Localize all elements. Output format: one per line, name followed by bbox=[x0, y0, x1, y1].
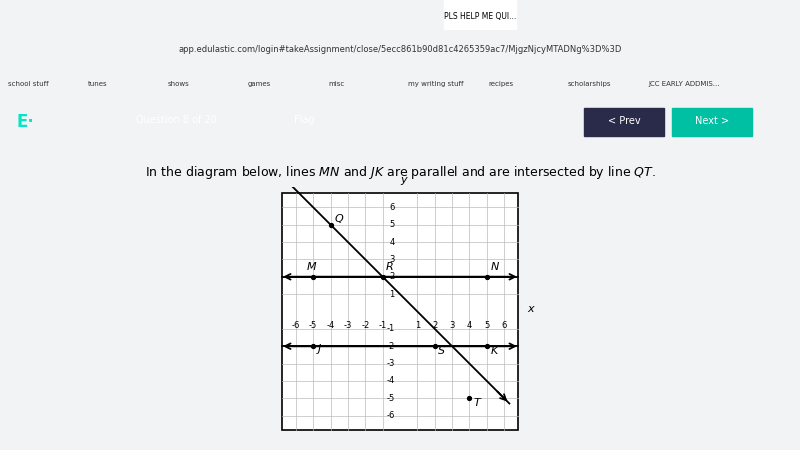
Text: E·: E· bbox=[16, 113, 34, 131]
Text: -3: -3 bbox=[386, 359, 394, 368]
Text: 1: 1 bbox=[414, 321, 420, 330]
Text: $\it{R}$: $\it{R}$ bbox=[386, 261, 394, 272]
Text: 2: 2 bbox=[390, 272, 394, 281]
Text: -3: -3 bbox=[344, 321, 352, 330]
Text: $\it{J}$: $\it{J}$ bbox=[316, 342, 322, 356]
Text: 4: 4 bbox=[467, 321, 472, 330]
Text: recipes: recipes bbox=[488, 81, 513, 87]
Bar bbox=[584, 108, 664, 136]
Text: 2: 2 bbox=[432, 321, 438, 330]
Text: $x$: $x$ bbox=[527, 304, 537, 314]
Text: Question 8 of 20: Question 8 of 20 bbox=[135, 115, 217, 125]
Text: 6: 6 bbox=[502, 321, 507, 330]
Bar bbox=[444, 0, 516, 30]
Text: tunes: tunes bbox=[88, 81, 108, 87]
Text: -1: -1 bbox=[378, 321, 386, 330]
Text: -4: -4 bbox=[386, 377, 394, 386]
Text: In the diagram below, lines $MN$ and $JK$ are parallel and are intersected by li: In the diagram below, lines $MN$ and $JK… bbox=[145, 164, 655, 181]
Text: -6: -6 bbox=[386, 411, 394, 420]
Text: JCC EARLY ADDMIS...: JCC EARLY ADDMIS... bbox=[648, 81, 719, 87]
Text: scholarships: scholarships bbox=[568, 81, 611, 87]
Text: 1: 1 bbox=[390, 290, 394, 299]
Text: -1: -1 bbox=[386, 324, 394, 333]
Text: PLS HELP ME QUI...: PLS HELP ME QUI... bbox=[444, 12, 516, 21]
Text: school stuff: school stuff bbox=[8, 81, 49, 87]
Text: 6: 6 bbox=[390, 203, 394, 212]
Text: 5: 5 bbox=[484, 321, 490, 330]
Text: 3: 3 bbox=[390, 255, 394, 264]
Text: 5: 5 bbox=[390, 220, 394, 229]
Text: games: games bbox=[248, 81, 271, 87]
Text: 4: 4 bbox=[390, 238, 394, 247]
Text: misc: misc bbox=[328, 81, 344, 87]
Text: < Prev: < Prev bbox=[608, 116, 640, 126]
Text: -2: -2 bbox=[386, 342, 394, 351]
Text: $\it{M}$: $\it{M}$ bbox=[306, 261, 318, 272]
Text: -5: -5 bbox=[386, 394, 394, 403]
Text: shows: shows bbox=[168, 81, 190, 87]
Text: Next >: Next > bbox=[695, 116, 729, 126]
Text: -4: -4 bbox=[326, 321, 334, 330]
Bar bbox=[672, 108, 752, 136]
Text: $\it{K}$: $\it{K}$ bbox=[490, 344, 500, 356]
Text: $\it{T}$: $\it{T}$ bbox=[473, 396, 482, 408]
Text: -6: -6 bbox=[292, 321, 300, 330]
Text: $\it{Q}$: $\it{Q}$ bbox=[334, 212, 344, 225]
Text: my writing stuff: my writing stuff bbox=[408, 81, 463, 87]
Text: 3: 3 bbox=[450, 321, 454, 330]
Text: -2: -2 bbox=[361, 321, 370, 330]
Text: $y$: $y$ bbox=[400, 176, 409, 187]
Text: -5: -5 bbox=[309, 321, 318, 330]
Text: $\it{S}$: $\it{S}$ bbox=[438, 344, 446, 356]
Text: app.edulastic.com/login#takeAssignment/close/5ecc861b90d81c4265359ac7/MjgzNjcyMT: app.edulastic.com/login#takeAssignment/c… bbox=[178, 45, 622, 54]
Text: Flag: Flag bbox=[294, 115, 314, 125]
Text: $\it{N}$: $\it{N}$ bbox=[490, 261, 500, 272]
